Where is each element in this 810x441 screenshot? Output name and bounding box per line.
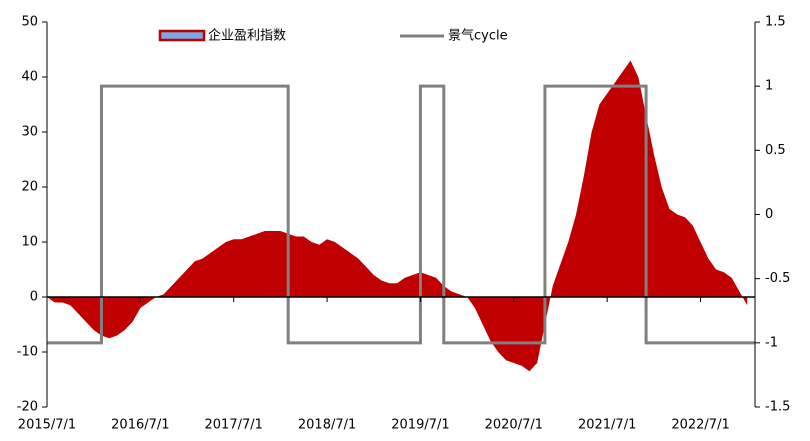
x-tick-label: 2016/7/1 bbox=[111, 418, 169, 433]
legend-label: 企业盈利指数 bbox=[208, 28, 286, 44]
x-tick-label: 2018/7/1 bbox=[298, 418, 356, 433]
y2-tick-label: -1.5 bbox=[765, 400, 790, 415]
y-tick-label: -20 bbox=[17, 400, 38, 415]
y2-tick-label: 0.5 bbox=[765, 143, 786, 158]
y2-tick-label: 0 bbox=[765, 207, 773, 222]
y2-tick-label: 1 bbox=[765, 79, 773, 94]
y2-tick-label: -1 bbox=[765, 335, 778, 350]
line bbox=[47, 84, 755, 345]
y2-tick-label: 1.5 bbox=[765, 15, 786, 30]
area bbox=[47, 60, 748, 372]
y-tick-label: 40 bbox=[21, 70, 38, 85]
y-tick-label: 10 bbox=[21, 235, 38, 250]
x-tick-label: 2020/7/1 bbox=[485, 418, 543, 433]
y-tick-label: 0 bbox=[30, 290, 38, 305]
y-tick-label: 20 bbox=[21, 180, 38, 195]
legend-swatch bbox=[158, 29, 206, 42]
y-tick-label: -10 bbox=[17, 345, 38, 360]
y-tick-label: 30 bbox=[21, 125, 38, 140]
x-tick-label: 2017/7/1 bbox=[205, 418, 263, 433]
x-tick-label: 2021/7/1 bbox=[578, 418, 636, 433]
x-tick-label: 2022/7/1 bbox=[671, 418, 729, 433]
x-tick-label: 2015/7/1 bbox=[18, 418, 76, 433]
legend-label: 景气cycle bbox=[448, 28, 508, 44]
y2-tick-label: -0.5 bbox=[765, 271, 790, 286]
y-tick-label: 50 bbox=[21, 15, 38, 30]
x-tick-label: 2019/7/1 bbox=[391, 418, 449, 433]
